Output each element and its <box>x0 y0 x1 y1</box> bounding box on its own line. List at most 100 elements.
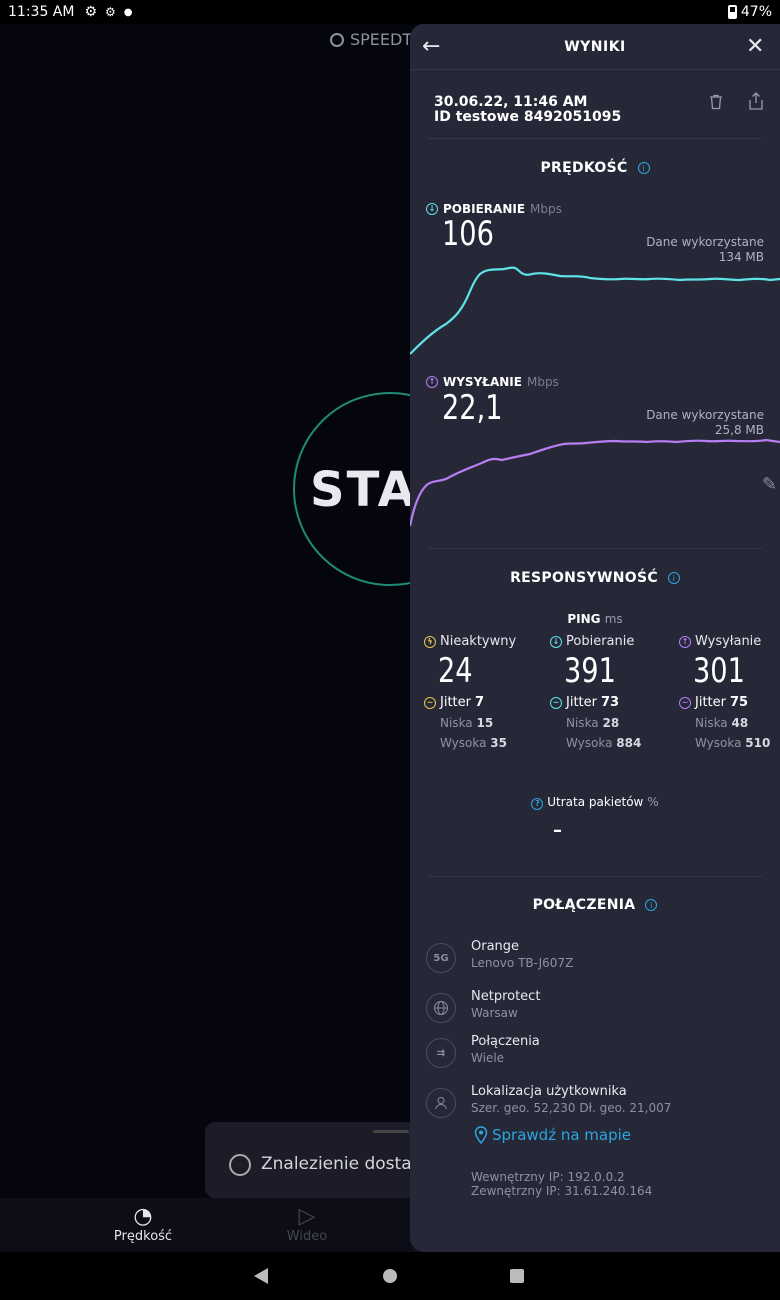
logo-text: SPEEDT <box>350 30 413 49</box>
upload-data-used-label: Dane wykorzystane <box>646 408 764 422</box>
share-icon[interactable] <box>748 92 764 110</box>
server-location: Warsaw <box>471 1006 518 1020</box>
upload-value: 22,1 <box>442 388 503 428</box>
upload-graph <box>410 438 780 527</box>
download-label-text: POBIERANIE <box>443 202 526 216</box>
upload-arrow-icon: ↑ <box>426 376 438 388</box>
ping-upload-value: 301 <box>693 651 745 691</box>
low-value: 48 <box>731 716 749 730</box>
ping-upload-column: ↑ Wysyłanie 301 ~ Jitter 75 Niska 48 Wysoka… <box>679 634 780 750</box>
connection-server: Netprotect Warsaw <box>426 989 766 1029</box>
speedtest-logo: SPEEDT <box>330 30 412 49</box>
tab-video[interactable]: ▷ Wideo <box>272 1204 342 1244</box>
test-id: ID testowe 8492051095 <box>434 109 622 125</box>
results-panel: ← WYNIKI ✕ 30.06.22, 11:46 AM ID testowe… <box>410 24 780 1252</box>
download-label: ↓ POBIERANIE Mbps <box>426 202 562 216</box>
upload-unit: Mbps <box>526 375 559 389</box>
ping-download-label: Pobieranie <box>566 634 635 649</box>
download-arrow-icon: ↓ <box>426 203 438 215</box>
idle-bolt-icon: ϟ <box>424 635 436 648</box>
close-icon[interactable]: ✕ <box>746 34 765 59</box>
download-value: 106 <box>442 214 494 254</box>
jitter-label: Jitter <box>440 695 471 710</box>
provider-name: Orange <box>471 939 520 954</box>
check-on-map-link[interactable]: Sprawdź na mapie <box>474 1126 631 1144</box>
finding-provider-text: Znalezienie dostaw <box>261 1154 426 1174</box>
high-label: Wysoka <box>566 736 613 750</box>
nav-recents-icon[interactable] <box>510 1269 524 1283</box>
high-value: 510 <box>745 736 771 750</box>
jitter-icon: ~ <box>424 696 436 709</box>
back-arrow-icon[interactable]: ← <box>422 34 441 59</box>
ping-label: PING ms <box>410 612 780 626</box>
panel-header: ← WYNIKI ✕ <box>410 24 780 70</box>
jitter-icon: ~ <box>550 696 562 709</box>
connections-label: Połączenia <box>471 1034 540 1049</box>
help-icon[interactable]: ? <box>531 798 544 810</box>
upload-label: ↑ WYSYŁANIE Mbps <box>426 375 559 389</box>
location-coords: Szer. geo. 52,230 Dł. geo. 21,007 <box>471 1101 672 1115</box>
low-label: Niska <box>566 716 599 730</box>
packet-loss-value: – <box>553 820 562 841</box>
jitter-value: 75 <box>729 695 749 710</box>
ping-idle-value: 24 <box>438 651 473 691</box>
connection-location: Lokalizacja użytkownika Szer. geo. 52,23… <box>426 1084 766 1124</box>
upload-arrow-icon: ↑ <box>679 635 691 648</box>
speedometer-icon: ◔ <box>133 1204 153 1229</box>
user-icon <box>426 1088 456 1118</box>
ping-unit: ms <box>604 612 623 626</box>
high-label: Wysoka <box>440 736 487 750</box>
battery-icon <box>727 5 737 19</box>
test-date: 30.06.22, 11:46 AM <box>434 94 588 110</box>
edit-pen-icon[interactable]: ✎ <box>762 474 778 495</box>
tab-speed-label: Prędkość <box>113 1229 173 1244</box>
high-value: 35 <box>490 736 507 750</box>
responsiveness-section-title: RESPONSYWNOŚĆ i <box>410 570 780 586</box>
globe-icon <box>426 993 456 1023</box>
status-time: 11:35 AM <box>8 4 75 20</box>
map-pin-icon <box>474 1126 488 1144</box>
battery-level: 47% <box>740 4 772 20</box>
download-graph <box>410 266 780 355</box>
info-icon[interactable]: i <box>667 572 680 584</box>
5g-icon: 5G <box>426 943 456 973</box>
info-icon[interactable]: i <box>645 899 658 911</box>
divider <box>428 876 762 877</box>
info-icon[interactable]: i <box>637 162 650 174</box>
ping-idle-column: ϟ Nieaktywny 24 ~ Jitter 7 Niska 15 Wysoka … <box>424 634 544 750</box>
low-label: Niska <box>440 716 473 730</box>
ping-idle-label: Nieaktywny <box>440 634 517 649</box>
drag-handle[interactable] <box>373 1130 409 1133</box>
settings-icon: ⚙ <box>84 4 98 20</box>
download-data-used-value: 134 MB <box>718 250 764 264</box>
system-nav-bar <box>0 1252 780 1300</box>
connections-icon: ⇉ <box>426 1038 456 1068</box>
trash-icon[interactable] <box>708 94 724 110</box>
connection-provider: 5G Orange Lenovo TB-J607Z <box>426 939 766 979</box>
high-label: Wysoka <box>695 736 742 750</box>
gauge-icon <box>330 32 344 47</box>
connections-value: Wiele <box>471 1051 505 1065</box>
packet-loss-text: Utrata pakietów <box>547 795 644 809</box>
download-arrow-icon: ↓ <box>550 635 562 648</box>
packet-loss-unit: % <box>647 795 659 809</box>
start-button-label[interactable]: STA <box>310 462 417 518</box>
connections-section-title: POŁĄCZENIA i <box>410 897 780 913</box>
high-value: 884 <box>616 736 642 750</box>
download-data-used-label: Dane wykorzystane <box>646 235 764 249</box>
responsiveness-title-text: RESPONSYWNOŚĆ <box>510 570 658 586</box>
download-data-used: Dane wykorzystane 134 MB <box>646 235 764 265</box>
nav-back-icon[interactable] <box>254 1268 268 1284</box>
ping-download-value: 391 <box>564 651 616 691</box>
ping-label-text: PING <box>567 612 601 626</box>
ping-download-column: ↓ Pobieranie 391 ~ Jitter 73 Niska 28 Wysok… <box>550 634 670 750</box>
divider <box>428 138 762 139</box>
nav-home-icon[interactable] <box>383 1269 397 1283</box>
tab-speed[interactable]: ◔ Prędkość <box>108 1204 178 1244</box>
loading-spinner-icon <box>229 1154 251 1176</box>
play-icon: ▷ <box>298 1204 316 1229</box>
jitter-label: Jitter <box>695 695 726 710</box>
upload-data-used: Dane wykorzystane 25,8 MB <box>646 408 764 438</box>
low-value: 15 <box>476 716 494 730</box>
jitter-value: 73 <box>600 695 620 710</box>
